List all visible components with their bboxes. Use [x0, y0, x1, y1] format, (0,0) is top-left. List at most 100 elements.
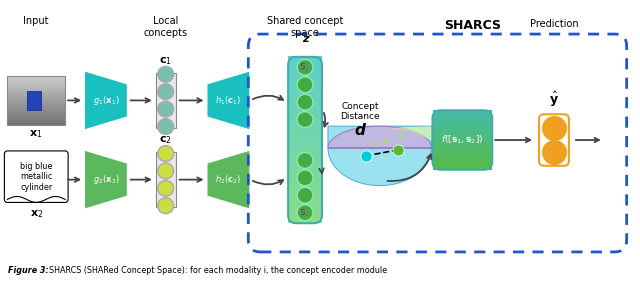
- Circle shape: [157, 101, 173, 117]
- Text: $g_2(\mathbf{x}_2)$: $g_2(\mathbf{x}_2)$: [93, 173, 119, 186]
- Bar: [8, 97, 65, 98]
- Circle shape: [297, 170, 313, 186]
- Polygon shape: [328, 126, 431, 186]
- Bar: [433, 123, 492, 125]
- Bar: [8, 115, 65, 116]
- Polygon shape: [328, 126, 431, 148]
- Bar: [8, 103, 65, 104]
- Polygon shape: [85, 72, 127, 129]
- Polygon shape: [85, 151, 127, 208]
- Bar: [433, 154, 492, 156]
- Bar: [8, 102, 65, 103]
- Bar: [8, 108, 65, 109]
- Circle shape: [297, 59, 313, 75]
- Circle shape: [297, 112, 313, 128]
- Bar: [288, 134, 322, 137]
- Bar: [8, 76, 65, 125]
- Circle shape: [157, 146, 173, 161]
- Bar: [288, 76, 322, 79]
- Bar: [433, 153, 492, 155]
- Text: Prediction: Prediction: [530, 19, 579, 29]
- Bar: [433, 142, 492, 144]
- Text: $g_1(\mathbf{x}_1)$: $g_1(\mathbf{x}_1)$: [93, 94, 119, 107]
- Bar: [433, 117, 492, 119]
- Bar: [433, 131, 492, 133]
- Bar: [433, 162, 492, 164]
- Bar: [288, 198, 322, 201]
- Bar: [288, 156, 322, 159]
- Text: Local
concepts: Local concepts: [143, 16, 188, 38]
- Bar: [8, 105, 65, 106]
- Bar: [288, 203, 322, 207]
- FancyBboxPatch shape: [539, 114, 569, 166]
- Bar: [8, 94, 65, 95]
- Bar: [288, 140, 322, 143]
- Bar: [288, 142, 322, 146]
- Bar: [433, 165, 492, 167]
- Circle shape: [157, 198, 173, 214]
- Bar: [288, 148, 322, 151]
- Bar: [288, 117, 322, 121]
- Text: d: d: [355, 123, 365, 138]
- Text: SHARCS: SHARCS: [444, 19, 501, 32]
- Bar: [8, 117, 65, 118]
- Bar: [288, 164, 322, 168]
- Bar: [288, 84, 322, 87]
- Bar: [288, 212, 322, 215]
- Circle shape: [157, 163, 173, 179]
- Text: SHARCS (SHARed Concept Space): for each modality i, the concept encoder module: SHARCS (SHARed Concept Space): for each …: [49, 266, 387, 275]
- Bar: [433, 141, 492, 143]
- Bar: [8, 110, 65, 111]
- Bar: [433, 145, 492, 147]
- Bar: [433, 122, 492, 124]
- Bar: [433, 159, 492, 161]
- Bar: [288, 131, 322, 135]
- Bar: [8, 113, 65, 114]
- Bar: [433, 113, 492, 115]
- Bar: [433, 126, 492, 128]
- Bar: [433, 125, 492, 127]
- Bar: [433, 150, 492, 152]
- Bar: [8, 85, 65, 86]
- Bar: [8, 114, 65, 115]
- Bar: [8, 111, 65, 112]
- Text: $\mathbf{s}_2$: $\mathbf{s}_2$: [300, 207, 311, 219]
- Bar: [288, 176, 322, 179]
- Bar: [288, 68, 322, 71]
- Bar: [433, 160, 492, 162]
- Bar: [8, 80, 65, 81]
- Bar: [8, 91, 65, 93]
- Bar: [288, 167, 322, 170]
- Bar: [8, 86, 65, 87]
- Bar: [288, 79, 322, 82]
- Bar: [8, 123, 65, 124]
- Bar: [288, 145, 322, 148]
- Bar: [288, 89, 322, 93]
- Bar: [288, 209, 322, 212]
- Bar: [288, 206, 322, 209]
- Bar: [288, 62, 322, 65]
- Bar: [8, 95, 65, 96]
- Bar: [8, 96, 65, 97]
- Bar: [288, 220, 322, 223]
- Bar: [433, 132, 492, 134]
- Bar: [288, 123, 322, 126]
- Bar: [288, 178, 322, 182]
- Bar: [433, 147, 492, 149]
- Circle shape: [157, 119, 173, 135]
- Bar: [288, 98, 322, 101]
- Bar: [8, 106, 65, 107]
- Bar: [433, 129, 492, 131]
- Bar: [8, 116, 65, 117]
- Bar: [288, 201, 322, 204]
- Bar: [8, 78, 65, 79]
- Bar: [433, 151, 492, 153]
- Bar: [288, 129, 322, 132]
- Text: $\mathbf{s}_1$: $\mathbf{s}_1$: [300, 61, 311, 73]
- Text: $\mathbf{x}_1$: $\mathbf{x}_1$: [29, 128, 43, 140]
- Bar: [433, 134, 492, 136]
- Bar: [8, 124, 65, 125]
- Bar: [433, 116, 492, 118]
- Bar: [8, 89, 65, 91]
- Bar: [288, 184, 322, 187]
